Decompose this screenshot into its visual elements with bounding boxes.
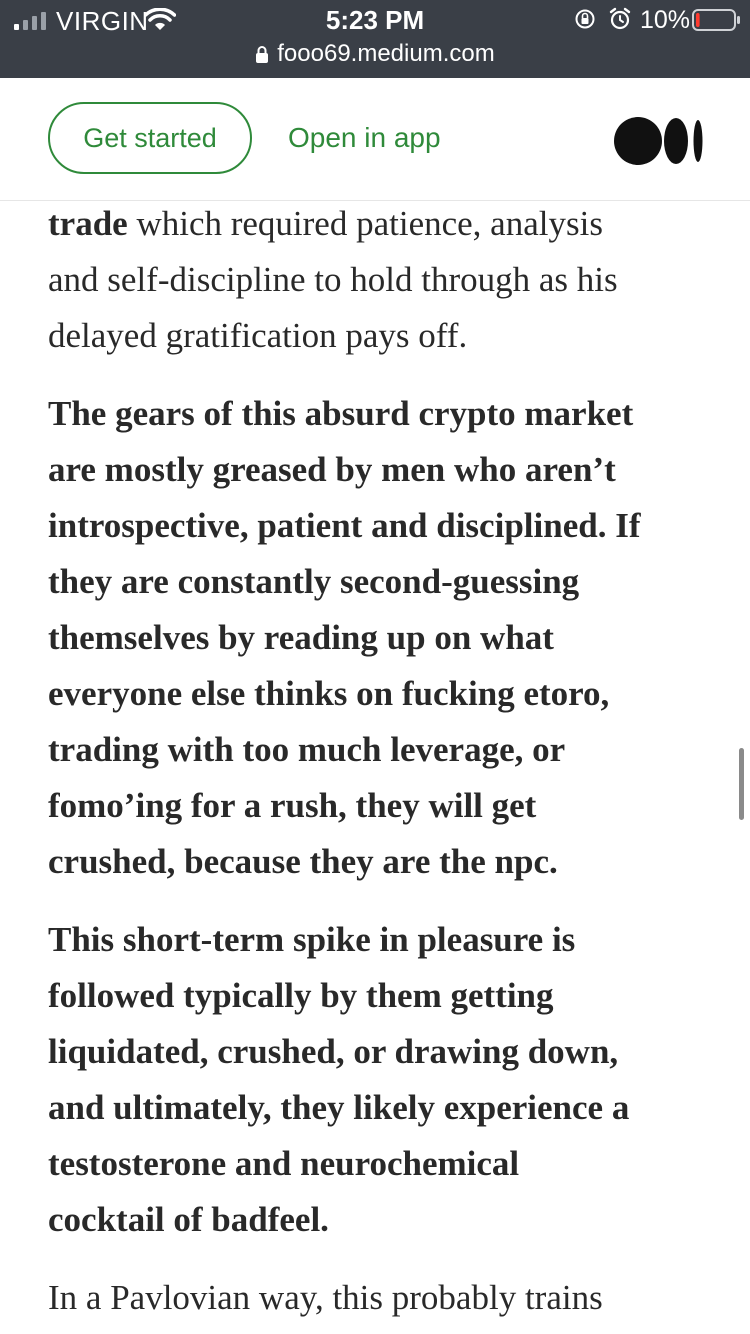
padlock-icon [256, 46, 269, 63]
battery-percent: 10% [640, 6, 691, 34]
status-bar: VIRGIN 5:23 PM 10% fooo69.medium.com [0, 0, 750, 78]
paragraph-line: In a Pavlovian way, this probably trains [48, 1278, 603, 1317]
article-paragraph: The gears of this absurd crypto market a… [48, 386, 718, 890]
article-paragraph: In a Pavlovian way, this probably trains [48, 1270, 718, 1326]
battery-fill [696, 13, 700, 27]
paragraph-line: This short-term spike in pleasure is [48, 920, 576, 959]
wifi-icon [144, 8, 176, 30]
paragraph-line: they are constantly second-guessing [48, 562, 580, 601]
paragraph-line: crushed, because they are the npc. [48, 842, 558, 881]
url-bar[interactable]: fooo69.medium.com [0, 40, 750, 68]
paragraph-line: trade which required patience, analysis [48, 204, 603, 243]
paragraph-line: are mostly greased by men who aren’t [48, 450, 616, 489]
carrier-name: VIRGIN [56, 6, 149, 36]
paragraph-line: trading with too much leverage, or [48, 730, 566, 769]
status-time: 5:23 PM [325, 5, 425, 35]
paragraph-line: everyone else thinks on fucking etoro, [48, 674, 610, 713]
rotation-lock-icon [575, 9, 595, 29]
paragraph-line: and ultimately, they likely experience a [48, 1088, 630, 1127]
article-paragraph: trade which required patience, analysis … [48, 200, 718, 364]
paragraph-line: introspective, patient and disciplined. … [48, 506, 641, 545]
paragraph-line: liquidated, crushed, or drawing down, [48, 1032, 619, 1071]
paragraph-line: followed typically by them getting [48, 976, 554, 1015]
signal-icon [14, 12, 46, 30]
paragraph-line: themselves by reading up on what [48, 618, 554, 657]
url-text: fooo69.medium.com [277, 40, 495, 67]
get-started-button[interactable]: Get started [48, 102, 252, 174]
medium-logo-icon[interactable] [614, 116, 704, 166]
article-paragraph: This short-term spike in pleasure is fol… [48, 912, 718, 1248]
open-in-app-link[interactable]: Open in app [288, 122, 441, 153]
battery-icon [692, 9, 740, 31]
scrollbar[interactable] [739, 748, 744, 820]
paragraph-line: cocktail of badfeel. [48, 1200, 329, 1239]
paragraph-line: The gears of this absurd crypto market [48, 394, 634, 433]
medium-header: Get started Open in app [0, 78, 750, 201]
article-body: trade which required patience, analysis … [48, 200, 718, 1334]
paragraph-line: delayed gratification pays off. [48, 316, 468, 355]
paragraph-line: testosterone and neurochemical [48, 1144, 520, 1183]
alarm-icon [609, 7, 631, 30]
paragraph-line: and self-discipline to hold through as h… [48, 260, 618, 299]
emphasis-text: trade [48, 204, 128, 243]
paragraph-line: fomo’ing for a rush, they will get [48, 786, 537, 825]
